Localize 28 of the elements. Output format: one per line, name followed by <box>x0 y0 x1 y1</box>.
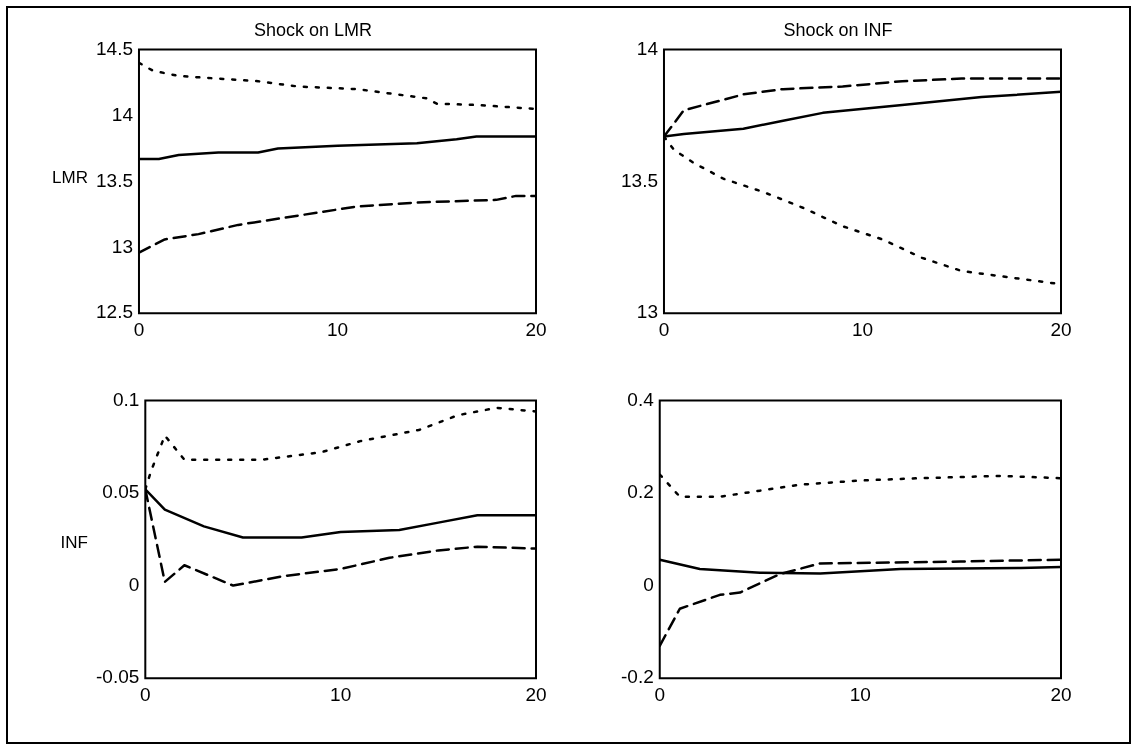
chart-title: Shock on INF <box>783 19 893 40</box>
x-tick-label: 10 <box>326 318 349 340</box>
y-tick-label: 0 <box>128 573 140 595</box>
y-tick-label: 0 <box>643 573 654 595</box>
y-tick-label: 0.2 <box>627 481 654 503</box>
y-tick-label: 13 <box>636 301 658 323</box>
x-tick-label: 20 <box>1050 683 1072 705</box>
chart-title: Shock on LMR <box>253 19 373 40</box>
y-tick-label: 14 <box>636 37 659 59</box>
x-tick-label: 10 <box>851 318 874 340</box>
y-tick-label: 0.1 <box>112 388 140 410</box>
x-tick-label: 10 <box>330 683 352 705</box>
y-tick-label: 14.5 <box>96 37 133 59</box>
x-tick-label: 20 <box>525 683 547 705</box>
y-tick-label: -0.2 <box>620 666 654 688</box>
y-tick-label: 13.5 <box>96 169 133 191</box>
y-tick-label: 12.5 <box>96 301 133 323</box>
x-tick-label: 20 <box>1050 318 1072 340</box>
y-tick-label: 14 <box>111 103 134 125</box>
y-tick-label: 0.05 <box>102 481 140 503</box>
y-tick-label: 0.4 <box>627 388 655 410</box>
y-axis-title: LMR <box>51 168 88 188</box>
y-tick-label: 13 <box>111 235 133 257</box>
x-tick-label: 20 <box>525 318 547 340</box>
y-tick-label: -0.05 <box>95 666 140 688</box>
y-tick-label: 13.5 <box>621 169 658 191</box>
y-axis-title: INF <box>59 533 88 553</box>
x-tick-label: 10 <box>849 683 871 705</box>
